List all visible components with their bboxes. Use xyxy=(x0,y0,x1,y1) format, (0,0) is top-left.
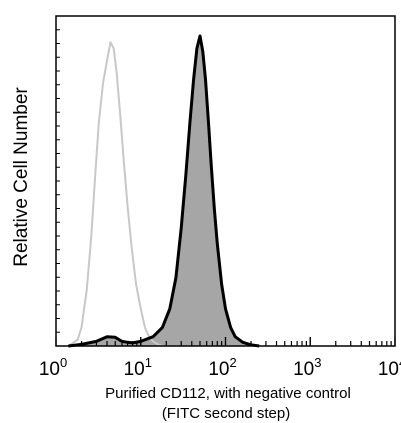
x-tick-label: 100 xyxy=(39,355,67,380)
x-tick-label: 102 xyxy=(208,355,236,380)
series-line-negative-control xyxy=(67,41,163,347)
series-lines-layer xyxy=(67,34,260,348)
x-tick-label: 103 xyxy=(293,355,321,380)
tick-labels-layer: 100 101 102 103 104 xyxy=(39,355,401,380)
x-tick-label: 104 xyxy=(378,355,401,380)
x-tick-label: 101 xyxy=(124,355,152,380)
x-axis-label-line2: (FITC second step) xyxy=(162,405,290,422)
y-axis-label: Relative Cell Number xyxy=(11,87,32,267)
x-axis-label-line1: Purified CD112, with negative control xyxy=(105,385,351,402)
series-line-cd112-stained xyxy=(68,34,260,348)
axis-ticks-layer xyxy=(55,15,396,347)
series-fill-cd112-stained xyxy=(68,36,260,346)
stained-fill-layer xyxy=(68,36,260,346)
